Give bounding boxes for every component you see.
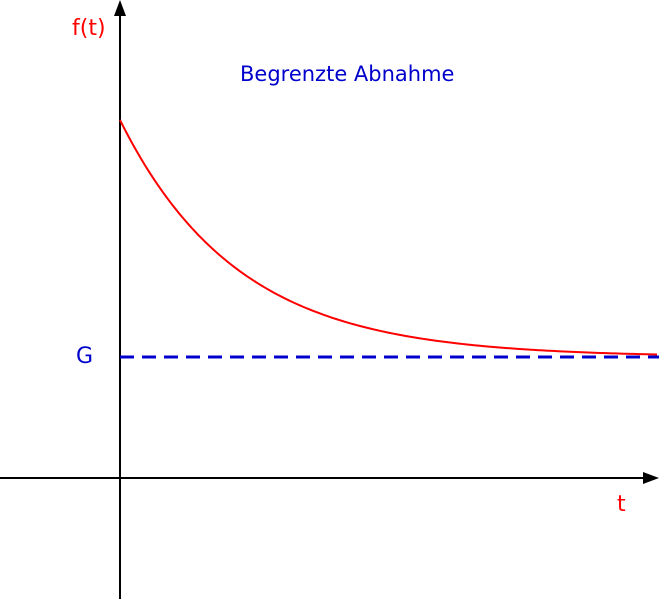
x-axis-label: t [617, 492, 626, 517]
y-axis-label: f(t) [72, 16, 106, 41]
y-axis-arrow-icon [114, 0, 126, 16]
diagram-title: Begrenzte Abnahme [240, 62, 455, 86]
decay-curve [119, 119, 658, 356]
x-axis-arrow-icon [643, 472, 659, 484]
limit-label: G [76, 344, 94, 369]
